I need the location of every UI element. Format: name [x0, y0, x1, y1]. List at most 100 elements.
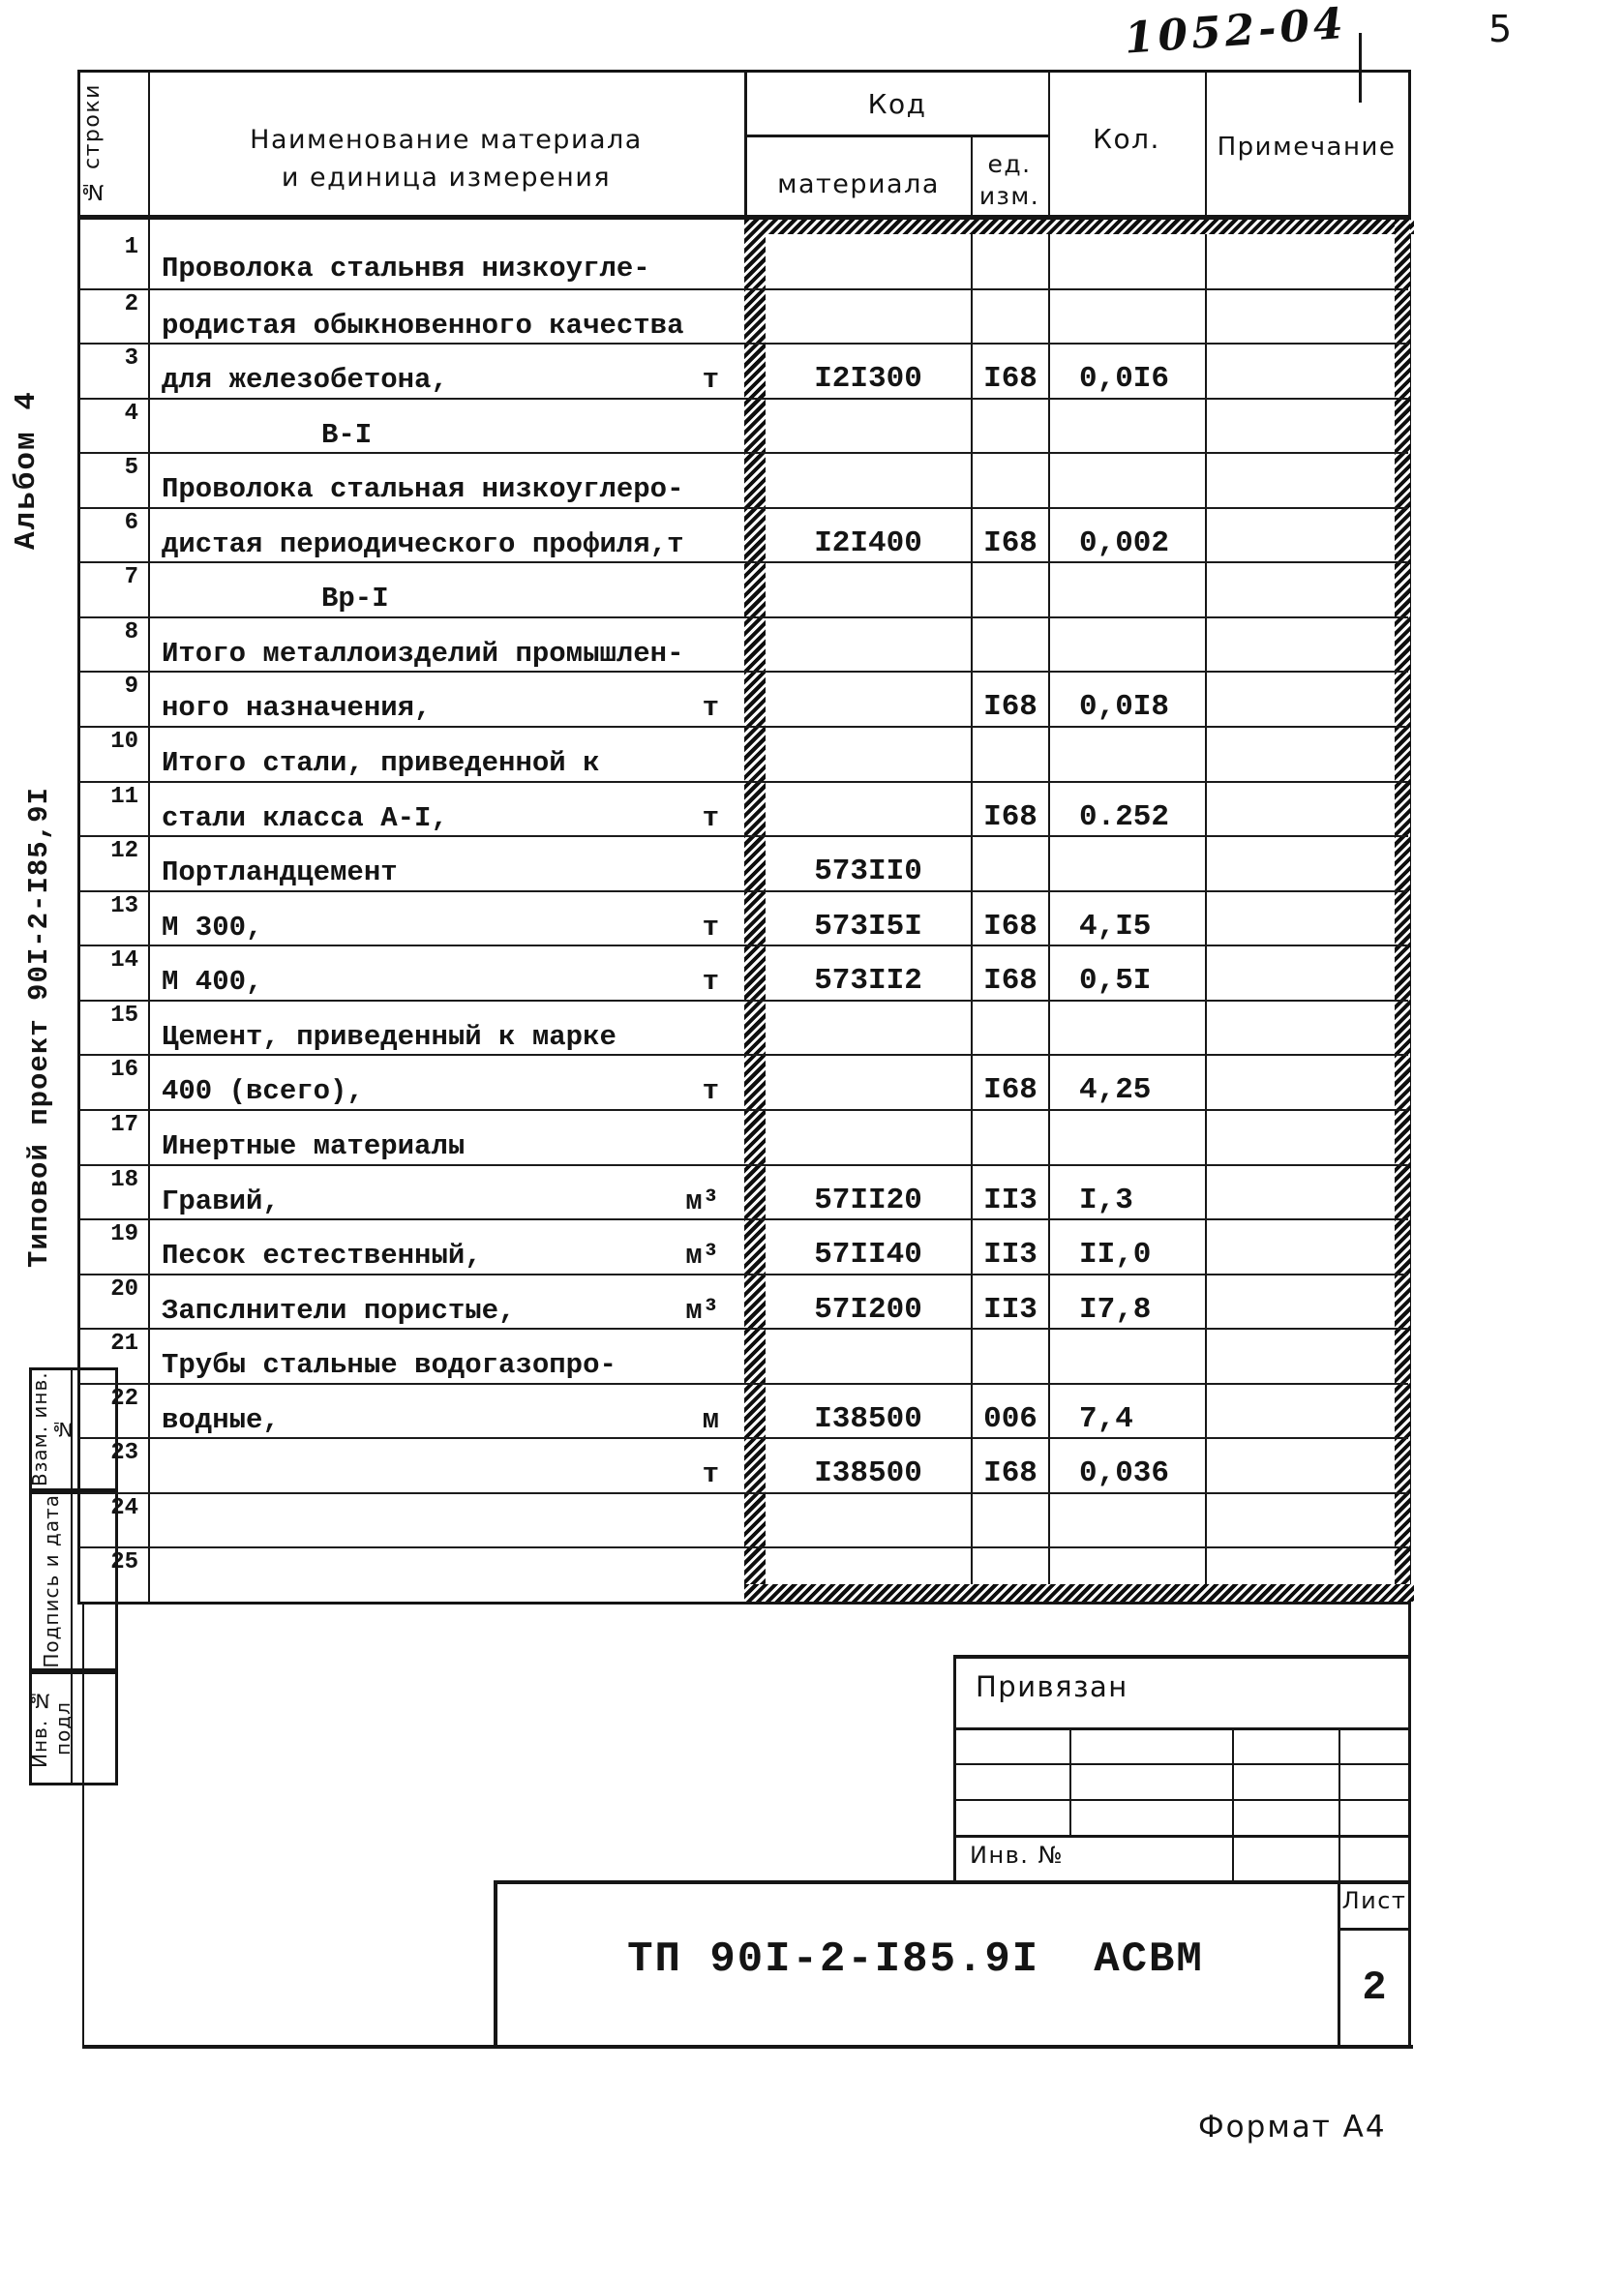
table-row-12: 12 Портландцемент 573II0 — [80, 835, 1408, 892]
table-row-13: 13 М 300, т 573I5I I68 4,I5 — [80, 889, 1408, 947]
table-row-6: 6 дистая периодического профиля,т I2I400 I6… — [80, 506, 1408, 564]
row-material-code: 573II2 — [814, 964, 922, 999]
row-material-name: Инертные материалы — [162, 1129, 466, 1162]
row-quantity: II,0 — [1079, 1238, 1152, 1273]
margin-album-label: Альбом 4 — [10, 390, 44, 551]
stamp-box-divider — [71, 1370, 73, 1488]
row-material-name: Трубы стальные водогазопро- — [162, 1349, 617, 1382]
row-number: 18 — [110, 1166, 138, 1193]
table-row-21: 21 Трубы стальные водогазопро- — [80, 1328, 1408, 1385]
stamp-label: Инв. № подл — [28, 1688, 75, 1769]
sheet-label: Лист — [1341, 1887, 1407, 1914]
handwritten-doc-number: 1052-04 — [1123, 0, 1349, 64]
row-material-name: М 300, — [162, 911, 263, 944]
table-row-15: 15 Цемент, приведенный к марке — [80, 999, 1408, 1057]
row-material-name: В-I — [321, 418, 373, 451]
row-unit: т — [702, 966, 719, 999]
row-unit-code: I68 — [983, 909, 1038, 944]
row-unit-code: II3 — [983, 1183, 1038, 1217]
row-unit: т — [702, 364, 719, 397]
hatch-band-left — [744, 220, 766, 1602]
table-row-20: 20 Запслнители пористые, м³ 57I200 II3 I7,8 — [80, 1273, 1408, 1331]
titleblock-line — [953, 1763, 1411, 1765]
titleblock-line — [953, 1835, 1411, 1838]
docbox-top-line — [494, 1880, 1411, 1884]
row-number: 20 — [110, 1275, 138, 1303]
table-row-11: 11 стали класса А-I, т I68 0.252 — [80, 780, 1408, 838]
frame-bottom-line — [82, 2045, 1413, 2049]
table-row-7: 7 Вр-I — [80, 561, 1408, 618]
stamp-box-podpis-data: Подпись и дата — [29, 1491, 118, 1671]
row-material-name: дистая периодического профиля,т — [162, 527, 684, 560]
titleblock-inv-no-label: Инв. № — [970, 1842, 1065, 1869]
row-unit: м³ — [685, 1240, 719, 1273]
header-code-unit-line1: ед. — [987, 150, 1032, 178]
row-number: 8 — [124, 618, 138, 645]
stamp-box-vzam-inv: Взам. инв. № — [28, 1367, 118, 1491]
table-row-9: 9 ного назначения, т I68 0,0I8 — [80, 671, 1408, 728]
table-row-17: 17 Инертные материалы — [80, 1108, 1408, 1166]
titleblock-vline — [1232, 1727, 1234, 1882]
header-material-name-line1: Наименование материала — [250, 125, 643, 155]
hatch-band-right — [1395, 220, 1410, 1602]
table-row-24: 24 — [80, 1491, 1408, 1549]
row-material-name: Портландцемент — [162, 856, 398, 889]
row-material-name: стали класса А-I, — [162, 801, 448, 834]
table-row-18: 18 Гравий, м³ 57II20 II3 I,3 — [80, 1163, 1408, 1221]
docbox-code: ТП 90I-2-I85.9I АСВМ — [494, 1935, 1338, 1984]
column-line-material-unit — [971, 136, 973, 1602]
row-unit: м³ — [685, 1294, 719, 1327]
row-quantity: 4,25 — [1079, 1073, 1152, 1108]
row-unit-code: I68 — [983, 964, 1038, 999]
row-number: 25 — [110, 1549, 138, 1576]
margin-project-label: Типовой проект 90I-2-I85,9I — [23, 787, 55, 1269]
stamp-box-divider — [71, 1674, 73, 1783]
row-number: 14 — [110, 947, 138, 975]
row-number: 5 — [124, 455, 138, 482]
table-row-14: 14 М 400, т 573II2 I68 0,5I — [80, 945, 1408, 1002]
row-material-name: Итого стали, приведенной к — [162, 747, 600, 780]
row-number: 7 — [124, 564, 138, 591]
row-material-name: для железобетона, — [162, 364, 448, 397]
row-number: 23 — [110, 1440, 138, 1467]
row-material-code: I38500 — [814, 1456, 922, 1491]
row-number: 10 — [110, 729, 138, 756]
row-number: 1 — [124, 234, 138, 260]
table-row-8: 8 Итого металлоизделий промышлен- — [80, 615, 1408, 674]
row-material-name: Песок естественный, — [162, 1240, 482, 1273]
docbox-sheet-divider — [1338, 1880, 1340, 2048]
titleblock-vline — [1069, 1727, 1071, 1837]
row-material-code: 57II20 — [814, 1183, 922, 1217]
row-material-name: 400 (всего), — [162, 1075, 364, 1108]
row-unit: т — [702, 1458, 719, 1491]
table-row-3: 3 для железобетона, т I2I300 I68 0,0I6 — [80, 343, 1408, 400]
row-number: 17 — [110, 1111, 138, 1138]
titleblock-privyazan-label: Привязан — [976, 1670, 1128, 1703]
row-number: 21 — [110, 1331, 138, 1358]
row-unit-code: I68 — [983, 799, 1038, 834]
row-number: 16 — [110, 1057, 138, 1084]
row-quantity: 0,5I — [1079, 964, 1152, 999]
docbox-left-line — [494, 1880, 497, 2048]
row-material-name: водные, — [162, 1403, 280, 1436]
row-unit: т — [702, 911, 719, 944]
row-quantity: 4,I5 — [1079, 909, 1152, 944]
row-material-code: I2I400 — [814, 525, 922, 560]
row-material-code: 57II40 — [814, 1238, 922, 1273]
row-unit: м³ — [685, 1185, 719, 1217]
table-row-19: 19 Песок естественный, м³ 57II40 II3 II,0 — [80, 1218, 1408, 1275]
row-number: 15 — [110, 1002, 138, 1029]
header-code-unit: ед. изм. — [971, 148, 1048, 212]
row-unit: т — [702, 692, 719, 725]
row-quantity: 0,0I8 — [1079, 690, 1170, 725]
org-code-text: АСВМ — [1094, 1935, 1204, 1984]
row-material-name: ного назначения, — [162, 692, 432, 725]
row-number: 3 — [124, 345, 138, 373]
row-unit-code: I68 — [983, 1073, 1038, 1108]
row-number: 24 — [110, 1494, 138, 1521]
table-row-16: 16 400 (всего), т I68 4,25 — [80, 1054, 1408, 1111]
header-material-name: Наименование материала и единица измерен… — [148, 121, 744, 215]
row-unit-code: I68 — [983, 362, 1038, 397]
row-material-name: родистая обыкновенного качества — [162, 309, 684, 342]
